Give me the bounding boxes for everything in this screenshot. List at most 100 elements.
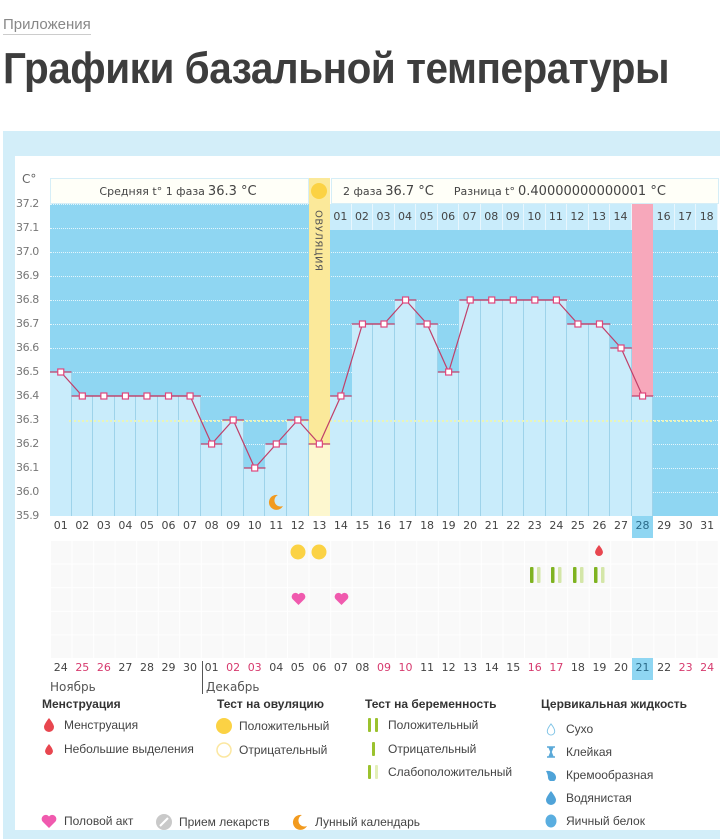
phase2-day: 11 (545, 204, 568, 230)
breadcrumb-link[interactable]: Приложения (3, 16, 91, 35)
legend-cervical-dry: Сухо (540, 722, 593, 736)
cycle-day: 06 (161, 519, 176, 532)
faint-bar-icon (362, 765, 384, 779)
cycle-day: 14 (333, 519, 348, 532)
calendar-date: 24 (700, 661, 715, 674)
egg-white-icon (540, 814, 562, 828)
phase2-day: 14 (610, 204, 632, 230)
month-november: Ноябрь (50, 680, 96, 694)
single-bar-icon (362, 742, 384, 756)
small-drop-icon[interactable] (595, 545, 604, 556)
gridline (50, 276, 718, 277)
blood-drop-icon (38, 718, 60, 732)
phase2-day: 10 (524, 204, 546, 230)
phase1-summary: Средняя t° 1 фаза 36.3 °C (50, 178, 309, 204)
temperature-bar (610, 348, 632, 516)
legend-pregnancy-test-title: Тест на беременность (365, 697, 497, 711)
cycle-day: 13 (312, 519, 327, 532)
temperature-bar (480, 300, 503, 516)
legend-pregnancy-positive: Положительный (362, 718, 478, 732)
pregnancy-test-icon[interactable] (570, 567, 586, 583)
cycle-day: 31 (700, 519, 715, 532)
temperature-bar (287, 420, 309, 516)
heart-icon[interactable] (291, 592, 306, 605)
legend-ovulation-test-title: Тест на овуляцию (217, 697, 324, 711)
cycle-day: 12 (290, 519, 305, 532)
pregnancy-test-icon[interactable] (548, 567, 564, 583)
calendar-date: 10 (398, 661, 413, 674)
temperature-bar (222, 420, 244, 516)
heart-icon[interactable] (334, 592, 349, 605)
calendar-date: 22 (657, 661, 672, 674)
month-separator (202, 661, 203, 694)
cycle-day: 18 (420, 519, 435, 532)
calendar-date: 15 (506, 661, 521, 674)
cycle-day: 28 (631, 516, 654, 538)
legend-cervical-creamy: Кремообразная (540, 768, 653, 782)
cycle-day: 05 (139, 519, 154, 532)
cycle-day: 07 (183, 519, 198, 532)
calendar-date: 02 (226, 661, 241, 674)
temperature-bar (437, 372, 460, 516)
phase1-value: 36.3 °C (207, 183, 257, 199)
events-grid[interactable] (50, 540, 718, 658)
y-tick: 37.1 (16, 221, 39, 234)
calendar-date: 05 (290, 661, 305, 674)
creamy-drop-icon (540, 769, 562, 781)
legend-ovulation-positive: Положительный (213, 718, 329, 734)
temperature-bar (114, 396, 137, 516)
temperature-bar (93, 396, 115, 516)
temperature-bar (524, 300, 546, 516)
calendar-date: 04 (269, 661, 284, 674)
cycle-day: 19 (441, 519, 456, 532)
y-tick: 36.2 (16, 437, 39, 450)
y-tick: 36.4 (16, 389, 39, 402)
pregnancy-test-icon[interactable] (591, 567, 607, 583)
cycle-day: 24 (549, 519, 564, 532)
temperature-bar (243, 468, 266, 516)
cycle-day: 03 (96, 519, 111, 532)
calendar-date: 23 (678, 661, 693, 674)
ovulation-positive-icon[interactable] (290, 544, 306, 560)
y-tick: 37.2 (16, 197, 39, 210)
cycle-day: 09 (226, 519, 241, 532)
yellow-circle-icon (213, 718, 235, 734)
calendar-date: 01 (204, 661, 219, 674)
phase2-day: 18 (696, 204, 718, 230)
calendar-date: 25 (75, 661, 90, 674)
diff-value: 0.40000000000001 °C (518, 183, 666, 199)
calendar-date: 19 (592, 661, 607, 674)
legend-cervical-watery: Водянистая (540, 791, 632, 805)
cycle-day: 10 (247, 519, 262, 532)
temperature-bar (502, 300, 525, 516)
cycle-day: 27 (613, 519, 628, 532)
hourglass-icon (540, 746, 562, 758)
temperature-bar (394, 300, 417, 516)
cycle-day: 29 (657, 519, 672, 532)
pregnancy-test-icon[interactable] (527, 567, 543, 583)
phase2-day: 03 (373, 204, 395, 230)
temperature-bar (200, 444, 223, 516)
calendar-date: 07 (333, 661, 348, 674)
temperature-bar (330, 396, 352, 516)
cycle-day: 01 (53, 519, 68, 532)
calendar-date: 17 (549, 661, 564, 674)
calendar-date: 21 (631, 658, 654, 680)
calendar-date: 08 (355, 661, 370, 674)
moon-icon[interactable] (268, 494, 284, 510)
cycle-day: 16 (376, 519, 391, 532)
calendar-date: 28 (139, 661, 154, 674)
cycle-day: 30 (678, 519, 693, 532)
cycle-day: 25 (570, 519, 585, 532)
legend-cervical-eggwhite: Яичный белок (540, 814, 645, 828)
water-drop-icon (540, 791, 562, 805)
y-tick: 36.6 (16, 341, 39, 354)
ovulation-positive-icon[interactable] (311, 544, 327, 560)
phase1-label: Средняя t° 1 фаза (99, 184, 205, 198)
cycle-day: 23 (527, 519, 542, 532)
legend-menstruation-title: Менструация (42, 697, 121, 711)
y-axis-unit: C° (22, 172, 37, 186)
calendar-date: 18 (570, 661, 585, 674)
cycle-day: 04 (118, 519, 133, 532)
